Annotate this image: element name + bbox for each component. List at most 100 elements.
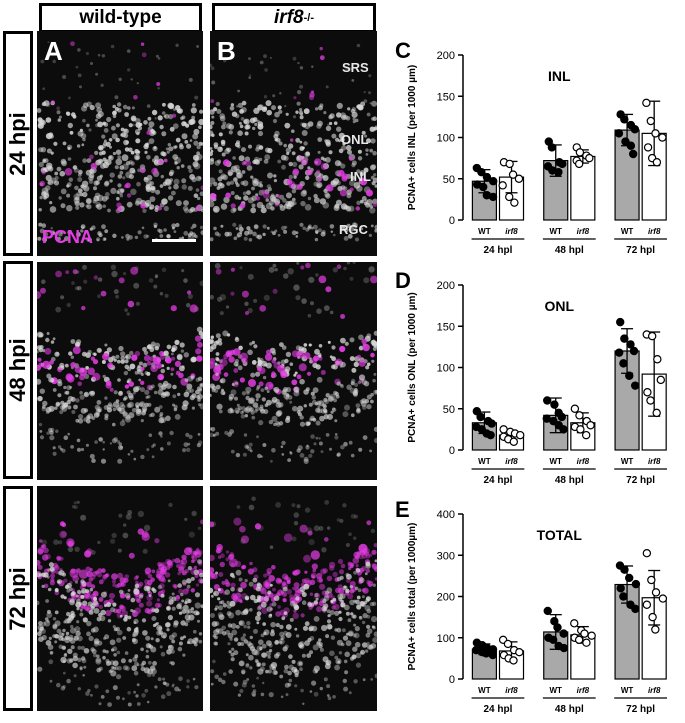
layer-label-onl: ONL [341,132,369,147]
row-header-48hpi-label: 48 hpi [5,338,30,402]
column-header-irf8: irf8 -/- [212,3,376,33]
y-tick-label: 0 [449,215,455,227]
data-point [477,167,486,177]
data-point [581,430,591,440]
panel-letter-a: A [44,36,63,66]
panel-letter-b: B [217,36,236,66]
group-label: 24 hpl [484,475,513,486]
data-point [630,381,640,390]
category-label: irf8 [505,457,518,466]
row-header-24hpi: 24 hpi [3,31,33,256]
chart-inl: 0 50 100 150 200 PCNA+ cells INL (per 1000 µm… [407,50,668,256]
data-point [658,594,668,603]
data-point [643,143,653,152]
data-point [643,388,652,397]
data-point [616,584,625,593]
scale-bar [152,239,196,242]
category-label: WT [621,457,634,466]
data-point [543,396,552,405]
data-point [489,177,498,186]
stain-label-pcna: PCNA [42,227,94,247]
retina-texture [210,262,377,464]
data-point [631,604,640,614]
y-tick-label: 100 [437,363,455,375]
data-point [630,125,640,134]
data-point [549,416,558,426]
data-point [509,437,518,446]
data-point [553,623,562,632]
data-point [624,573,634,583]
group-label: 24 hpl [484,245,513,256]
data-point [619,592,628,601]
category-label: irf8 [648,227,661,236]
data-point [509,656,518,665]
y-tick-label: 400 [437,509,455,521]
data-point [628,149,638,159]
data-point [587,631,596,640]
data-point [620,565,629,574]
data-point [570,404,580,413]
data-point [580,629,589,638]
data-point [554,167,563,177]
micrograph-irf8-72hpi [210,486,377,711]
data-point [515,647,524,657]
data-point [557,412,566,422]
data-point [543,606,552,616]
data-point [476,412,485,422]
micrograph-wt-24hpi [37,31,203,256]
data-point [658,133,667,142]
y-tick-label: 200 [437,592,455,604]
data-point [575,148,585,157]
chart-onl: 0 50 100 150 200 PCNA+ cells ONL (per 1000 µm… [407,280,668,486]
group-label: 72 hpl [626,704,655,715]
row-header-72hpi-label: 72 hpi [5,566,30,631]
group-label: 72 hpl [626,245,655,256]
retina-texture [37,41,203,242]
y-tick-label: 100 [437,133,455,145]
data-point [515,430,525,440]
bar [570,155,596,221]
category-label: irf8 [505,227,518,236]
data-point [585,153,594,163]
data-point [478,182,488,192]
data-point [646,396,655,405]
y-tick-label: 50 [443,404,455,416]
data-point [621,137,630,146]
group-label: 48 hpl [555,245,584,256]
y-axis-label: PCNA+ cells total (per 1000µm) [407,523,418,671]
y-tick-label: 200 [437,280,455,292]
data-point [498,181,507,190]
data-point [574,635,584,645]
data-point [547,143,557,152]
data-point [549,635,558,645]
data-point [487,419,496,428]
category-label: WT [621,686,634,695]
data-point [482,172,492,182]
category-label: WT [550,457,563,466]
data-point [558,159,567,169]
column-header-irf8-label: irf8 [274,7,304,28]
y-tick-label: 0 [449,445,455,457]
panel-letter-c: C [395,38,411,63]
data-point [652,158,662,167]
data-point [626,340,635,349]
data-point [514,174,524,183]
retina-texture [37,500,203,707]
category-label: irf8 [577,227,590,236]
group-label: 48 hpl [555,475,584,486]
data-point [488,192,498,202]
data-point [570,619,579,628]
data-point [642,600,652,609]
category-label: irf8 [648,457,661,466]
data-point [559,643,569,653]
group-label: 24 hpl [484,704,513,715]
data-point [647,331,657,341]
row-header-48hpi: 48 hpi [3,261,33,479]
data-point [586,421,595,430]
category-label: WT [550,686,563,695]
category-label: irf8 [577,686,590,695]
data-point [550,400,559,409]
micrograph-irf8-24hpi [210,31,377,256]
data-point [582,638,591,647]
data-point [651,129,660,138]
